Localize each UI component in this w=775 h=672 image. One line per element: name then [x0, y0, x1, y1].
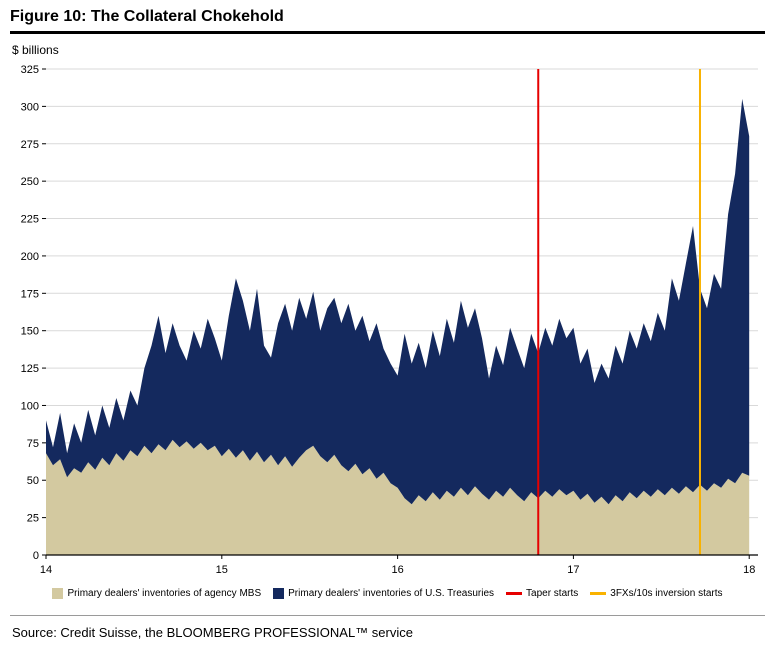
y-tick-label-275: 275: [21, 139, 39, 151]
figure-title: Figure 10: The Collateral Chokehold: [10, 6, 765, 34]
x-tick-label-16: 16: [391, 564, 403, 576]
x-tick-label-17: 17: [567, 564, 579, 576]
source-note: Source: Credit Suisse, the BLOOMBERG PRO…: [10, 615, 765, 652]
legend-item-vline-0: Taper starts: [506, 588, 578, 599]
legend-item-series-0-label: Primary dealers' inventories of agency M…: [67, 588, 262, 599]
y-axis-units-label: $ billions: [12, 43, 59, 57]
y-tick-label-100: 100: [21, 400, 39, 412]
legend-item-series-0: Primary dealers' inventories of agency M…: [52, 588, 261, 599]
y-tick-label-200: 200: [21, 251, 39, 263]
legend-item-vline-1: 3FXs/10s inversion starts: [590, 588, 723, 599]
area-series-1: [46, 98, 750, 505]
legend-item-vline-1-label: 3FXs/10s inversion starts: [610, 588, 723, 599]
y-tick-label-50: 50: [27, 475, 39, 487]
chart-legend: Primary dealers' inventories of agency M…: [10, 588, 765, 599]
y-tick-label-225: 225: [21, 214, 39, 226]
x-tick-label-15: 15: [216, 564, 228, 576]
legend-item-series-1-swatch: [273, 588, 285, 599]
y-tick-label-150: 150: [21, 326, 39, 338]
legend-item-series-1: Primary dealers' inventories of U.S. Tre…: [273, 588, 494, 599]
y-tick-label-325: 325: [21, 64, 39, 76]
y-tick-label-175: 175: [21, 288, 39, 300]
x-tick-label-18: 18: [743, 564, 755, 576]
legend-item-vline-0-label: Taper starts: [526, 588, 579, 599]
legend-item-series-0-swatch: [52, 588, 64, 599]
stacked-area-chart: 0 25 50 75 100 125 150 175 200 225 250 275 300 325 14 1…: [21, 64, 758, 576]
y-tick-label-25: 25: [27, 513, 39, 525]
area-series-0: [46, 439, 750, 555]
y-tick-label-125: 125: [21, 363, 39, 375]
y-tick-label-0: 0: [33, 550, 39, 562]
y-tick-label-250: 250: [21, 176, 39, 188]
legend-item-vline-1-swatch: [590, 592, 607, 595]
y-tick-label-75: 75: [27, 438, 39, 450]
legend-item-series-1-label: Primary dealers' inventories of U.S. Tre…: [288, 588, 495, 599]
figure-page: Figure 10: The Collateral Chokehold $ bi…: [10, 6, 765, 652]
y-tick-label-300: 300: [21, 101, 39, 113]
x-tick-label-14: 14: [40, 564, 52, 576]
legend-item-vline-0-swatch: [506, 592, 523, 595]
